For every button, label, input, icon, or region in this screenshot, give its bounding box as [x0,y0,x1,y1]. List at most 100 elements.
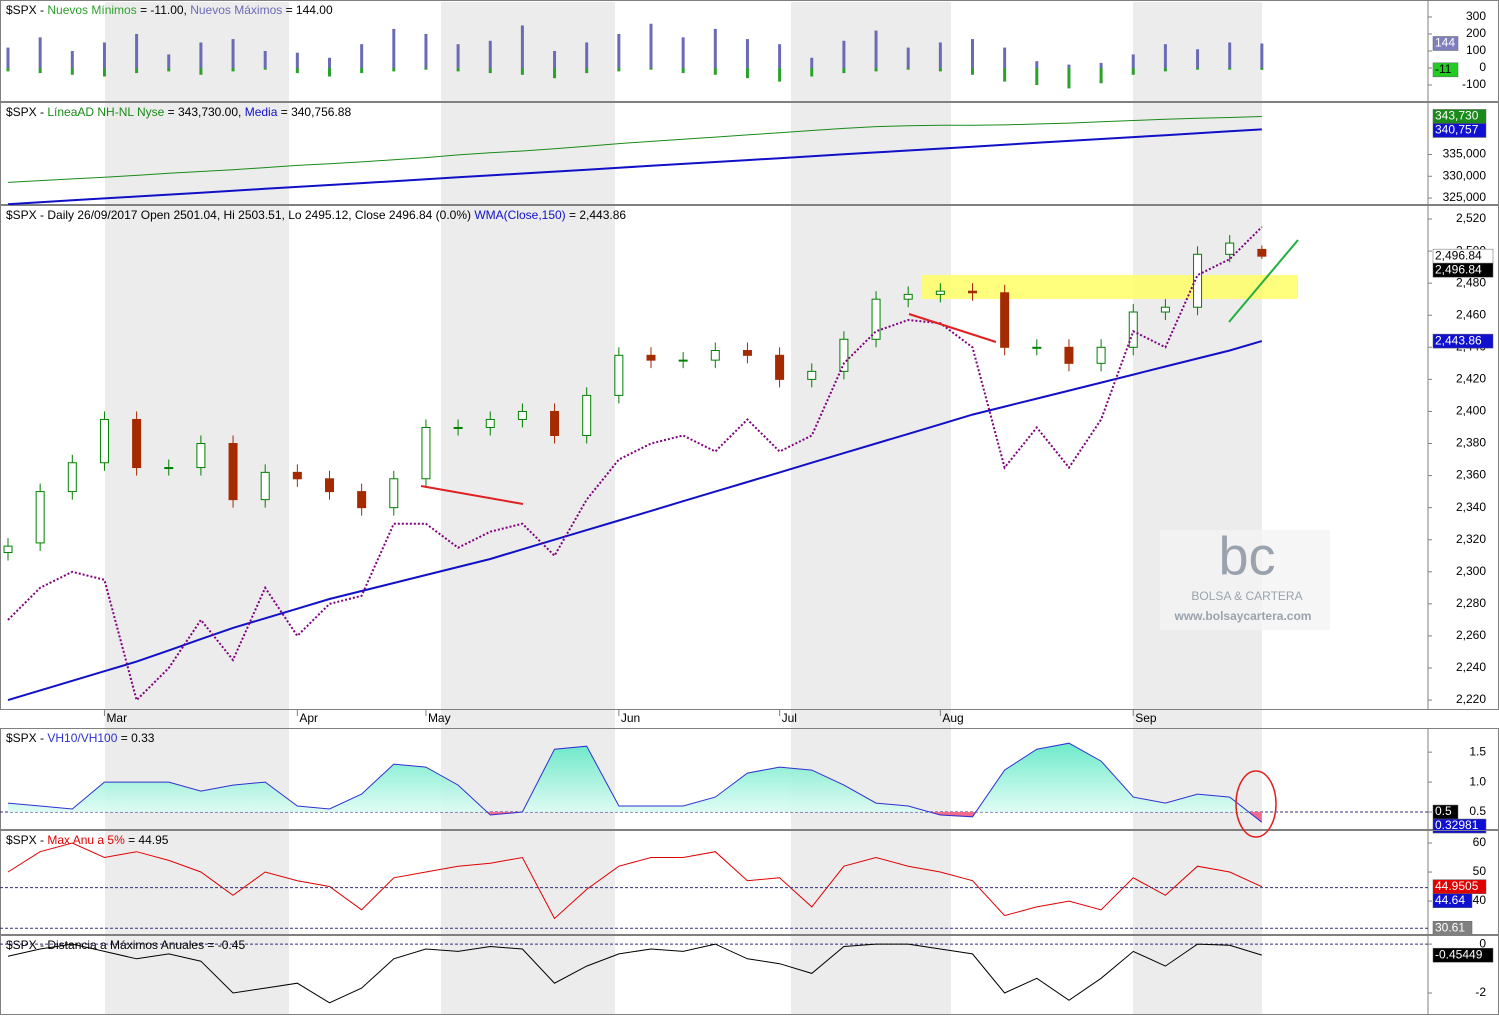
bar [1260,67,1264,70]
series-line [7,128,1262,206]
bar [392,28,396,68]
y-tick-label: 2,400 [1456,404,1486,418]
title-part: = 144.00 [282,3,333,17]
candle-body [1193,253,1203,308]
title-part: Nuevos Mínimos [47,3,136,17]
bar [424,33,428,68]
candle-body [196,443,206,469]
bar [6,47,10,68]
value-marker-label: 44.9505 [1435,879,1479,893]
value-marker [1432,262,1494,278]
x-tick-label: Apr [299,711,318,725]
bar [488,40,492,68]
panel: 0 -2 $SPX - Distancia a Máximos Anuales = … [0,935,1499,1015]
candle-body [807,370,817,380]
bar [135,33,139,68]
bar [617,33,621,68]
candle-body [935,290,945,295]
bar [810,57,814,68]
candle-body [1096,346,1106,364]
y-tick-label: 2,240 [1456,660,1486,674]
bar [231,39,235,68]
bar [295,67,299,74]
value-marker-label: -0.45449 [1435,947,1483,961]
title-part: WMA(Close,150) [474,208,565,222]
y-tick-label: 2,380 [1456,436,1486,450]
panel: 1.5 1.0 0.5 $SPX - VH10/VH100 = 0.33 0.50.32… [0,728,1499,834]
title-part: LíneaAD NH-NL Nyse [47,105,164,119]
bar [778,67,782,82]
bar [1228,67,1232,70]
panel-title: $SPX - Max Anu a 5% = 44.95 [6,833,169,847]
bar [906,47,910,68]
candle-body [582,394,592,436]
value-marker [1432,62,1459,78]
bar [1131,67,1135,75]
bar [1196,49,1200,68]
bar [231,67,235,72]
title-part: = -11.00, [137,3,190,17]
bar [488,67,492,74]
value-marker-label: 144 [1435,36,1455,50]
candle-body [678,359,688,362]
bar [167,54,171,68]
watermark-url: www.bolsaycartera.com [1174,609,1312,623]
bar [102,42,106,68]
series-line [7,116,1262,183]
bar [1260,43,1264,68]
panel-title: $SPX - Nuevos Mínimos = -11.00, Nuevos M… [6,3,333,17]
bar [713,67,717,75]
candle-body [3,545,13,554]
y-tick-label: 2,520 [1456,211,1486,225]
shade [441,2,615,1015]
y-tick-label: 40 [1473,893,1487,907]
x-tick-label: May [428,711,451,725]
bar [263,67,267,70]
title-part: VH10/VH100 [47,731,117,745]
y-tick-label: 1.0 [1469,774,1486,788]
bar [778,44,782,68]
bar [1163,44,1167,68]
panel: 2,5202,5002,4802,4602,4402,4202,4002,380… [0,205,1499,725]
candle-body [903,293,913,300]
panel: 335,000 330,000 325,000 $SPX - LíneaAD NH-N… [0,102,1499,206]
title-part: Media [245,105,278,119]
x-tick-label: Jun [621,711,640,725]
y-tick-label: 50 [1473,864,1487,878]
candle-body [1064,346,1074,364]
candle-body [1128,311,1138,348]
candle-body [421,426,431,480]
title-part: $SPX - [6,105,47,119]
value-marker [1432,123,1487,138]
bar [810,67,814,77]
y-tick-label: -100 [1462,77,1486,91]
title-part: $SPX - [6,3,47,17]
candle-body [1000,292,1010,348]
candle-body [710,350,720,361]
y-tick-label: 200 [1466,26,1486,40]
bar [906,67,910,70]
value-marker-label: 0.5 [1435,804,1452,818]
y-tick-label: 2,280 [1456,596,1486,610]
bar [553,67,557,79]
y-tick-label: 2,480 [1456,275,1486,289]
value-marker [1432,818,1487,834]
value-marker-label: 44.64 [1435,893,1465,907]
bar [199,42,203,68]
candle-body [325,478,334,493]
candle-body [550,410,560,436]
area-fill-above [8,743,1249,813]
candle-body [871,298,881,340]
title-part: $SPX - Daily 26/09/2017 Open 2501.04, Hi… [6,208,474,222]
value-marker [1432,333,1494,349]
watermark-name: BOLSA & CARTERA [1191,589,1302,603]
series-line [7,943,1262,1004]
bar [553,50,557,68]
y-tick-label: 2,320 [1456,532,1486,546]
title-part: = 2,443.86 [566,208,627,222]
value-marker-label: 343,730 [1435,109,1479,123]
bar [1131,54,1135,68]
candle-body [67,462,77,493]
candle-body [1225,242,1235,255]
